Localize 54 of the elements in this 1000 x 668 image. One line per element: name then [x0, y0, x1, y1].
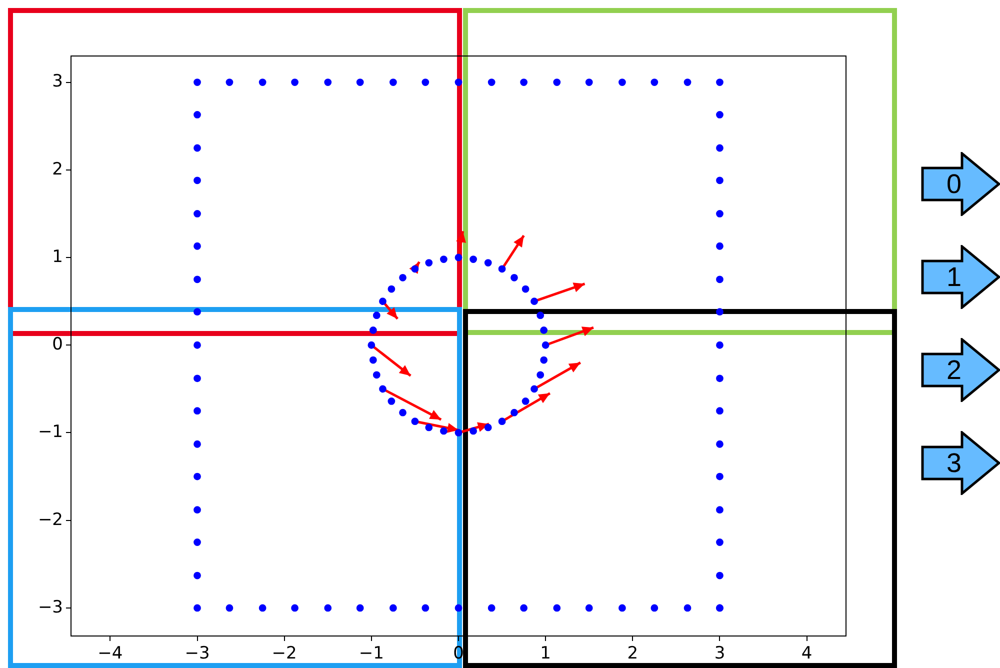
y-tick-label: 3 [52, 72, 63, 92]
y-tick-label: 2 [52, 159, 63, 180]
point [542, 341, 550, 349]
x-tick-label: −1 [358, 644, 384, 664]
point [530, 298, 538, 306]
point [369, 326, 377, 334]
point [425, 259, 433, 266]
point [522, 285, 530, 293]
point [470, 427, 478, 435]
x-tick-label: 1 [540, 644, 551, 664]
arrow-icon: 1 [921, 245, 1000, 309]
point [470, 256, 478, 263]
point [540, 356, 548, 364]
x-tick-label: −4 [98, 644, 123, 664]
point [379, 385, 386, 393]
arrow-icon: 0 [921, 152, 1000, 216]
point [536, 312, 544, 320]
point [530, 385, 538, 393]
point [440, 427, 448, 435]
y-tick-label: −3 [38, 597, 63, 618]
point [484, 259, 492, 266]
point [372, 312, 380, 320]
x-tick-label: 3 [714, 644, 726, 664]
x-tick-label: 2 [627, 644, 638, 664]
point [388, 285, 396, 293]
y-tick-label: −1 [38, 422, 63, 442]
point [425, 424, 433, 432]
x-tick-label: −3 [184, 644, 210, 664]
point [369, 356, 377, 364]
point [454, 429, 462, 436]
point [440, 256, 448, 263]
point [498, 265, 506, 273]
y-tick-label: −2 [38, 510, 63, 530]
point [510, 408, 518, 416]
point [454, 254, 462, 262]
arrow-icon: 2 [921, 338, 1000, 402]
y-tick-label: 1 [52, 246, 63, 267]
point [510, 274, 518, 282]
arrow-icon: 3 [921, 431, 1000, 495]
point [411, 418, 419, 426]
point [388, 397, 396, 405]
point [379, 298, 386, 306]
point [484, 424, 492, 432]
point [368, 341, 376, 349]
point [498, 418, 506, 426]
x-tick-label: −2 [272, 644, 297, 664]
point [536, 371, 544, 379]
point [372, 371, 380, 379]
point [522, 397, 530, 405]
point [399, 274, 406, 282]
point [540, 326, 548, 334]
x-tick-label: 4 [801, 644, 812, 664]
point [399, 408, 406, 416]
y-tick-label: 0 [52, 334, 63, 355]
